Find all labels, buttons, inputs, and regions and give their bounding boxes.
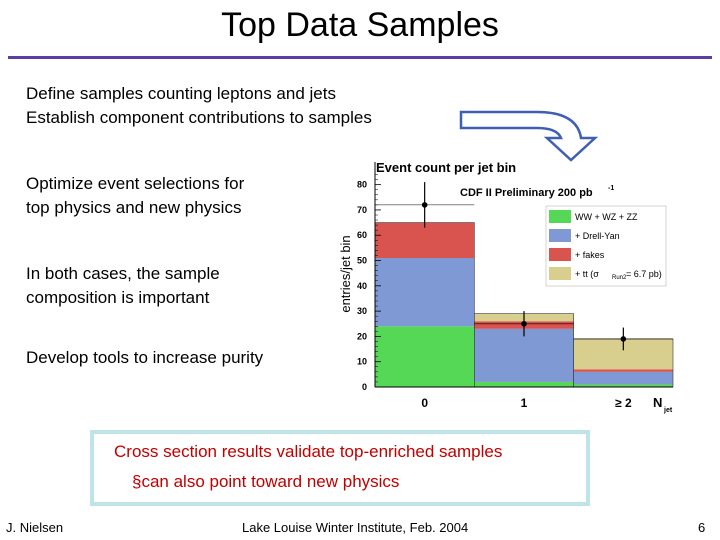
bar-2-series-1: [573, 371, 673, 385]
legend-label-tail-3: = 6.7 pb): [626, 269, 662, 279]
bar-0-series-0: [375, 326, 475, 387]
bar-1-series-1: [474, 328, 574, 382]
bullet-3: In both cases, the sample composition is…: [26, 262, 220, 310]
results-callout-box: [90, 430, 590, 506]
x-tick-label-2: ≥ 2: [615, 396, 632, 410]
y-tick-label-80: 80: [357, 180, 367, 190]
footer-page-number: 6: [698, 520, 706, 535]
bullet-1: Define samples counting leptons and jets…: [26, 82, 372, 130]
bullet-4-line-1: Develop tools to increase purity: [26, 348, 264, 367]
x-axis-label-sub: jet: [663, 407, 673, 414]
data-point-2: [620, 336, 627, 342]
title-divider: [8, 56, 712, 59]
bullet-3-line-1: In both cases, the sample: [26, 264, 220, 283]
y-tick-label-70: 70: [357, 205, 367, 215]
slide-title: Top Data Samples: [221, 6, 499, 44]
bullet-2-line-2: top physics and new physics: [26, 198, 242, 217]
callout-line-2: §can also point toward new physics: [132, 472, 400, 491]
y-tick-label-10: 10: [357, 357, 367, 367]
legend-label-3: + tt (σ: [575, 269, 599, 279]
y-tick-label-60: 60: [357, 230, 367, 240]
bar-2-series-2: [573, 369, 673, 372]
bar-0-series-2: [375, 222, 475, 258]
legend-swatch-3: [549, 267, 571, 280]
legend-swatch-1: [549, 229, 571, 242]
bullet-3-line-2: composition is important: [26, 288, 210, 307]
x-axis-label: N: [653, 395, 662, 410]
legend-label-0: WW + WZ + ZZ: [575, 212, 638, 222]
y-tick-label-50: 50: [357, 256, 367, 266]
chart-subtitle: CDF II Preliminary 200 pb: [460, 187, 593, 199]
chart-subtitle-sup: -1: [608, 185, 614, 192]
y-tick-label-30: 30: [357, 306, 367, 316]
data-point-0: [421, 202, 428, 208]
y-tick-label-20: 20: [357, 331, 367, 341]
bullet-4: Develop tools to increase purity: [26, 346, 263, 370]
x-tick-label-0: 0: [421, 396, 428, 410]
y-tick-label-40: 40: [357, 281, 367, 291]
legend-label-sub-3: Run2: [612, 275, 627, 281]
y-axis-label: entries/jet bin: [338, 235, 353, 312]
bullet-1-line-1: Define samples counting leptons and jets: [26, 84, 336, 103]
legend-swatch-0: [549, 210, 571, 223]
y-tick-label-0: 0: [362, 382, 367, 392]
footer-author: J. Nielsen: [6, 520, 64, 535]
bullet-1-line-2: Establish component contributions to sam…: [26, 108, 372, 127]
bullet-2: Optimize event selections for top physic…: [26, 172, 244, 220]
bar-2-series-0: [573, 384, 673, 387]
legend-swatch-2: [549, 248, 571, 261]
footer-venue: Lake Louise Winter Institute, Feb. 2004: [242, 520, 469, 535]
legend-label-2: + fakes: [575, 250, 605, 260]
curved-arrow-icon: [459, 110, 599, 162]
bar-0-series-1: [375, 258, 475, 327]
chart-title: Event count per jet bin: [376, 160, 516, 175]
x-tick-label-1: 1: [521, 396, 528, 410]
legend-label-1: + Drell-Yan: [575, 231, 620, 241]
callout-line-1: Cross section results validate top-enric…: [114, 442, 503, 461]
event-count-chart: Event count per jet bin01020304050607080…: [338, 160, 674, 414]
bullet-2-line-1: Optimize event selections for: [26, 174, 245, 193]
bar-1-series-0: [474, 381, 574, 387]
data-point-1: [521, 320, 527, 327]
